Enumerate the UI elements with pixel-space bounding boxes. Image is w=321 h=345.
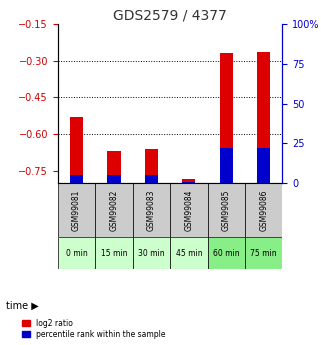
Text: 0 min: 0 min bbox=[65, 249, 87, 258]
Text: 60 min: 60 min bbox=[213, 249, 239, 258]
FancyBboxPatch shape bbox=[245, 237, 282, 269]
FancyBboxPatch shape bbox=[58, 183, 95, 237]
Text: GSM99084: GSM99084 bbox=[184, 189, 193, 231]
Title: GDS2579 / 4377: GDS2579 / 4377 bbox=[113, 9, 227, 23]
Text: 45 min: 45 min bbox=[176, 249, 202, 258]
FancyBboxPatch shape bbox=[95, 183, 133, 237]
Text: 15 min: 15 min bbox=[101, 249, 127, 258]
Text: time ▶: time ▶ bbox=[6, 300, 39, 310]
FancyBboxPatch shape bbox=[170, 237, 208, 269]
Text: 30 min: 30 min bbox=[138, 249, 165, 258]
Text: GSM99081: GSM99081 bbox=[72, 189, 81, 231]
Bar bbox=[70, 117, 83, 183]
FancyBboxPatch shape bbox=[245, 183, 282, 237]
Bar bbox=[220, 148, 233, 183]
Bar bbox=[220, 53, 233, 183]
FancyBboxPatch shape bbox=[95, 237, 133, 269]
FancyBboxPatch shape bbox=[133, 237, 170, 269]
FancyBboxPatch shape bbox=[58, 237, 95, 269]
Text: GSM99085: GSM99085 bbox=[222, 189, 231, 231]
Text: GSM99082: GSM99082 bbox=[109, 189, 118, 231]
FancyBboxPatch shape bbox=[208, 237, 245, 269]
Bar bbox=[257, 148, 270, 183]
Legend: log2 ratio, percentile rank within the sample: log2 ratio, percentile rank within the s… bbox=[20, 316, 168, 341]
Bar bbox=[108, 151, 120, 183]
Bar bbox=[257, 52, 270, 183]
Bar bbox=[182, 182, 195, 183]
Bar bbox=[108, 175, 120, 183]
Text: 75 min: 75 min bbox=[250, 249, 277, 258]
FancyBboxPatch shape bbox=[133, 183, 170, 237]
Bar bbox=[182, 178, 195, 183]
Bar bbox=[145, 149, 158, 183]
Text: GSM99086: GSM99086 bbox=[259, 189, 268, 231]
FancyBboxPatch shape bbox=[208, 183, 245, 237]
FancyBboxPatch shape bbox=[170, 183, 208, 237]
Bar bbox=[145, 175, 158, 183]
Bar bbox=[70, 175, 83, 183]
Text: GSM99083: GSM99083 bbox=[147, 189, 156, 231]
